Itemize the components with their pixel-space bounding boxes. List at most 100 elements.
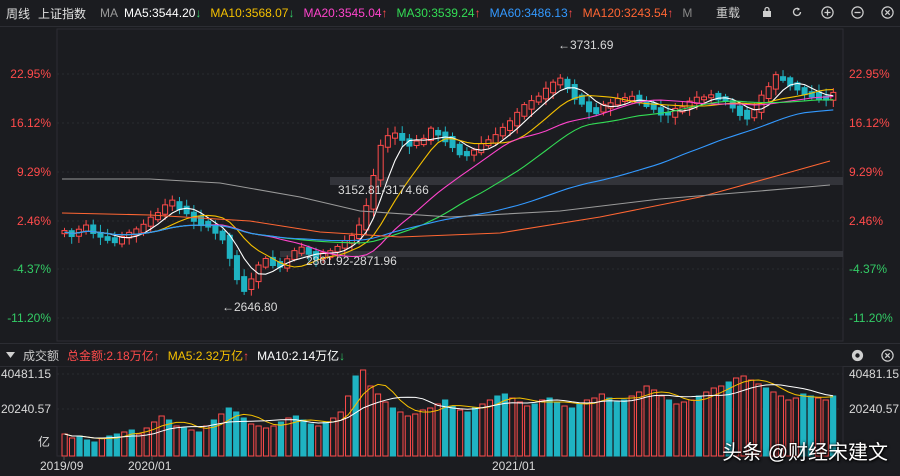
candle-body bbox=[305, 247, 312, 255]
candle-body bbox=[363, 205, 370, 231]
candle-body bbox=[463, 151, 470, 157]
ma-legend-item[interactable]: M bbox=[682, 6, 692, 20]
volume-ma5-label: MA5:2.32万亿 bbox=[167, 348, 244, 363]
volume-total-label: 总金额:2.18万亿 bbox=[67, 348, 154, 363]
volume-bar bbox=[292, 415, 300, 457]
candle-body bbox=[478, 143, 485, 154]
gap-band-upper bbox=[330, 177, 843, 185]
volume-bar bbox=[367, 385, 374, 457]
candle-body bbox=[571, 84, 578, 100]
restore-button[interactable]: 重载 bbox=[715, 5, 740, 20]
volume-bar bbox=[464, 411, 471, 457]
candle-body bbox=[736, 105, 743, 116]
ma-legend-item[interactable]: MA10:3568.07↓ bbox=[210, 6, 294, 20]
volume-axis-label-left: 40481.15 bbox=[1, 367, 51, 381]
volume-title[interactable]: 成交额 bbox=[23, 348, 60, 363]
period-selector[interactable]: 周线 bbox=[6, 6, 31, 21]
volume-bar bbox=[598, 393, 605, 457]
close-icon[interactable] bbox=[878, 3, 896, 21]
ma-legend-item[interactable]: MA5:3544.20↓ bbox=[124, 6, 201, 20]
volume-bar bbox=[106, 435, 113, 457]
candle-body bbox=[427, 127, 434, 142]
arrow-up-icon: ↑ bbox=[153, 348, 160, 363]
volume-bar bbox=[143, 427, 150, 457]
candle-body bbox=[291, 250, 298, 260]
volume-bar bbox=[613, 401, 620, 457]
volume-bar bbox=[740, 375, 747, 457]
ma-legend-item[interactable]: MA30:3539.24↑ bbox=[397, 6, 481, 20]
volume-bar bbox=[576, 403, 583, 457]
price-axis-label-right: -4.37% bbox=[849, 262, 887, 276]
volume-bar bbox=[479, 403, 486, 457]
arrow-up-icon: ↑ bbox=[474, 6, 481, 20]
candle-body bbox=[356, 224, 363, 239]
candle-body bbox=[751, 109, 758, 119]
candle-body bbox=[334, 245, 341, 253]
candle-body bbox=[140, 223, 147, 234]
volume-bar bbox=[665, 399, 673, 457]
ma-legend-item[interactable]: MA20:3545.04↑ bbox=[303, 6, 387, 20]
candle-body bbox=[499, 126, 506, 137]
low-annotation: ←2646.80 bbox=[222, 300, 278, 314]
candle-body bbox=[672, 107, 679, 118]
candle-body bbox=[341, 240, 348, 249]
ma120-line bbox=[61, 160, 831, 238]
volume-bar bbox=[136, 433, 143, 457]
volume-bar bbox=[352, 375, 359, 457]
ma-selector[interactable]: MA bbox=[100, 6, 119, 20]
close-icon[interactable] bbox=[878, 346, 896, 364]
volume-bar bbox=[248, 423, 255, 457]
volume-bar bbox=[606, 397, 613, 457]
candle-body bbox=[528, 100, 535, 110]
candle-body bbox=[550, 81, 557, 94]
candle-body bbox=[514, 111, 521, 127]
candle-body bbox=[169, 199, 176, 207]
ma-legend-text: MA30:3539.24 bbox=[396, 6, 475, 20]
candle-body bbox=[399, 132, 406, 141]
volume-bar bbox=[233, 411, 240, 457]
refresh-icon[interactable] bbox=[788, 3, 806, 21]
ma-legend-item[interactable]: MA60:3486.13↑ bbox=[490, 6, 574, 20]
time-axis-label: 2021/01 bbox=[492, 459, 536, 473]
volume-bar bbox=[800, 393, 807, 457]
price-chart[interactable]: 22.95% 22.95% 16.12% 16.12% 9.29% 9.29% 2.46% 2… bbox=[0, 27, 900, 343]
candle-body bbox=[449, 136, 456, 149]
volume-bar bbox=[442, 399, 449, 457]
volume-bar bbox=[76, 435, 83, 457]
volume-bar bbox=[277, 421, 285, 457]
volume-bar bbox=[822, 399, 829, 457]
volume-ma10-line bbox=[64, 384, 834, 439]
volume-bar bbox=[98, 437, 106, 457]
ma-legend-item[interactable]: MA120:3243.54↑ bbox=[583, 6, 674, 20]
gap-upper-annotation: 3152.81-3174.66 bbox=[338, 183, 429, 197]
volume-bar bbox=[262, 427, 270, 457]
add-icon[interactable] bbox=[818, 3, 836, 21]
volume-bar bbox=[397, 411, 404, 457]
volume-collapse-icon[interactable] bbox=[6, 348, 15, 362]
candle-body bbox=[535, 95, 542, 103]
price-axis-label-left: -11.20% bbox=[7, 311, 51, 325]
lock-icon[interactable] bbox=[758, 3, 776, 21]
candle-body bbox=[801, 87, 808, 96]
volume-bar bbox=[501, 393, 508, 457]
volume-bar bbox=[770, 391, 777, 457]
volume-bar bbox=[546, 397, 553, 457]
price-axis-label-left: 16.12% bbox=[10, 116, 51, 130]
volume-axis-label-right: 40481.15 bbox=[849, 367, 899, 381]
candle-body bbox=[104, 236, 111, 241]
arrow-down-icon: ↓ bbox=[288, 6, 295, 20]
volume-bar bbox=[621, 399, 628, 457]
settings-icon[interactable] bbox=[848, 346, 866, 364]
candle-body bbox=[614, 98, 621, 106]
candle-body bbox=[744, 109, 751, 120]
remove-icon[interactable] bbox=[848, 3, 866, 21]
volume-bar bbox=[471, 407, 479, 457]
arrow-up-icon: ↑ bbox=[567, 6, 574, 20]
price-axis-label-left: 2.46% bbox=[17, 214, 51, 228]
candle-body bbox=[521, 104, 528, 117]
volume-chart[interactable]: 40481.15 20240.57 40481.15 20240.57 亿 2019/09… bbox=[0, 366, 900, 476]
index-name[interactable]: 上证指数 bbox=[38, 6, 87, 21]
candle-body bbox=[248, 278, 255, 290]
volume-toolbar bbox=[840, 346, 896, 364]
gap-lower-annotation: 2861.92-2871.96 bbox=[306, 254, 397, 268]
